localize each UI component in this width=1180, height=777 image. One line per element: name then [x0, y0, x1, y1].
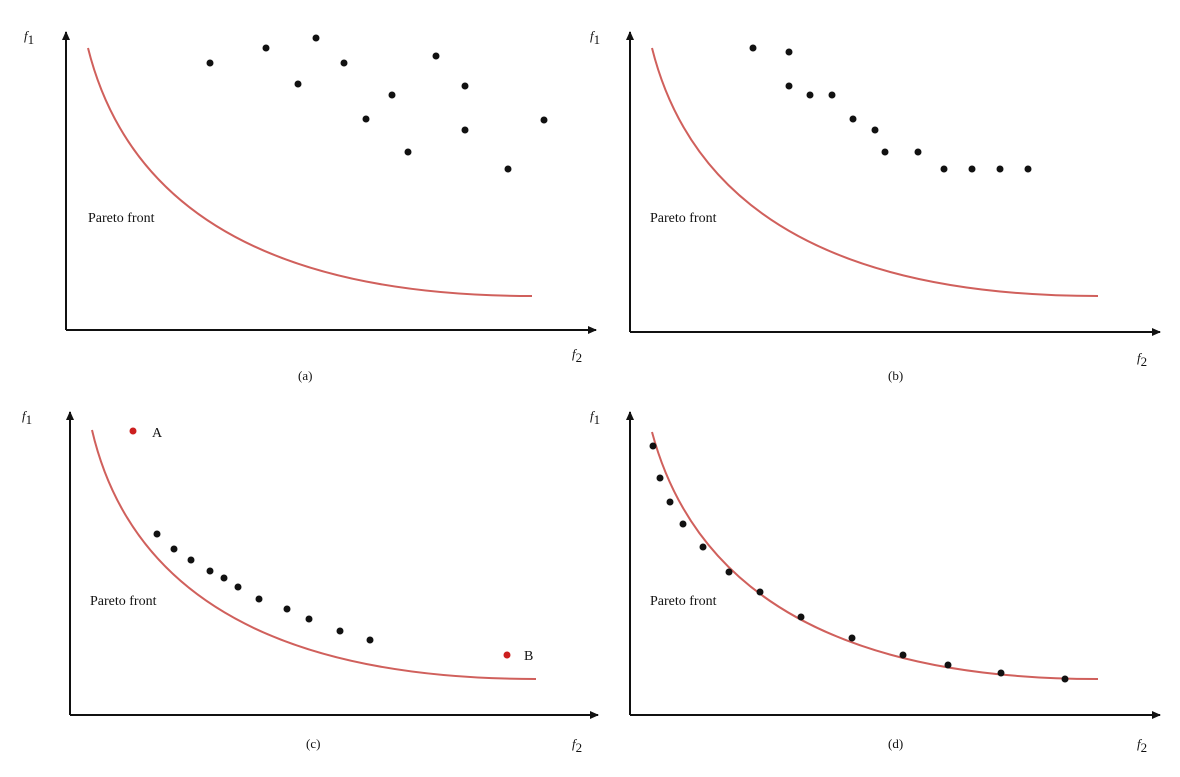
- pareto-front-label: Pareto front: [90, 594, 157, 609]
- solution-points: [153, 530, 374, 644]
- pareto-front-label: Pareto front: [88, 211, 155, 226]
- y-axis-label: f1: [590, 408, 600, 427]
- solution-point: [255, 595, 263, 603]
- solution-point: [362, 115, 370, 123]
- solution-point: [881, 148, 889, 156]
- special-point-b-label: B: [524, 649, 533, 664]
- pareto-front-label: Pareto front: [650, 211, 717, 226]
- solution-point: [170, 545, 178, 553]
- special-point-a-marker: [129, 427, 137, 435]
- panel-caption: (d): [888, 736, 903, 751]
- solution-point: [756, 588, 764, 596]
- pareto-front-label: Pareto front: [650, 594, 717, 609]
- solution-point: [806, 91, 814, 99]
- solution-point: [283, 605, 291, 613]
- solution-point: [220, 574, 228, 582]
- solution-point: [262, 44, 270, 52]
- solution-point: [656, 474, 664, 482]
- solution-point: [294, 80, 302, 88]
- solution-point: [849, 115, 857, 123]
- solution-point: [1024, 165, 1032, 173]
- solution-point: [899, 651, 907, 659]
- x-axis-label: f2: [572, 346, 582, 365]
- solution-point: [785, 48, 793, 56]
- x-axis-label: f2: [1137, 350, 1147, 369]
- solution-point: [968, 165, 976, 173]
- solution-point: [699, 543, 707, 551]
- solution-point: [666, 498, 674, 506]
- solution-point: [785, 82, 793, 90]
- panel-caption: (c): [306, 736, 320, 751]
- solution-point: [432, 52, 440, 60]
- panel-d: Pareto front f1 f2 (d): [590, 408, 1161, 755]
- x-axis-label: f2: [572, 736, 582, 755]
- pareto-front-curve: [87, 47, 533, 297]
- solution-point: [461, 126, 469, 134]
- solution-point: [504, 165, 512, 173]
- solution-points: [206, 34, 548, 173]
- panel-caption: (b): [888, 368, 903, 383]
- pareto-front-curve: [651, 47, 1099, 297]
- solution-point: [388, 91, 396, 99]
- y-axis-label: f1: [24, 28, 34, 47]
- solution-point: [828, 91, 836, 99]
- solution-point: [797, 613, 805, 621]
- solution-point: [336, 627, 344, 635]
- solution-point: [848, 634, 856, 642]
- panel-caption: (a): [298, 368, 312, 383]
- solution-point: [944, 661, 952, 669]
- solution-point: [234, 583, 242, 591]
- solution-point: [679, 520, 687, 528]
- special-point-a-label: A: [152, 426, 163, 441]
- solution-point: [940, 165, 948, 173]
- solution-point: [206, 567, 214, 575]
- solution-point: [914, 148, 922, 156]
- panel-b: Pareto front f1 f2 (b): [590, 28, 1161, 383]
- solution-point: [540, 116, 548, 124]
- solution-point: [312, 34, 320, 42]
- solution-point: [206, 59, 214, 67]
- solution-point: [1061, 675, 1069, 683]
- solution-point: [153, 530, 161, 538]
- solution-point: [871, 126, 879, 134]
- panel-a: Pareto front f1 f2 (a): [24, 28, 597, 383]
- solution-point: [305, 615, 313, 623]
- solution-point: [997, 669, 1005, 677]
- special-point-a: A: [129, 426, 163, 441]
- solution-points: [749, 44, 1032, 173]
- special-point-b-marker: [503, 651, 511, 659]
- solution-point: [340, 59, 348, 67]
- pareto-front-curve: [651, 431, 1099, 680]
- solution-point: [749, 44, 757, 52]
- solution-point: [187, 556, 195, 564]
- panel-c: Pareto front f1 f2 (c) A B: [22, 408, 599, 755]
- pareto-front-curve: [91, 429, 537, 680]
- solution-point: [725, 568, 733, 576]
- solution-point: [649, 442, 657, 450]
- special-point-b: B: [503, 649, 533, 664]
- y-axis-label: f1: [22, 408, 32, 427]
- solution-point: [404, 148, 412, 156]
- x-axis-label: f2: [1137, 736, 1147, 755]
- y-axis-label: f1: [590, 28, 600, 47]
- solution-point: [996, 165, 1004, 173]
- solution-points: [649, 442, 1069, 683]
- solution-point: [461, 82, 469, 90]
- solution-point: [366, 636, 374, 644]
